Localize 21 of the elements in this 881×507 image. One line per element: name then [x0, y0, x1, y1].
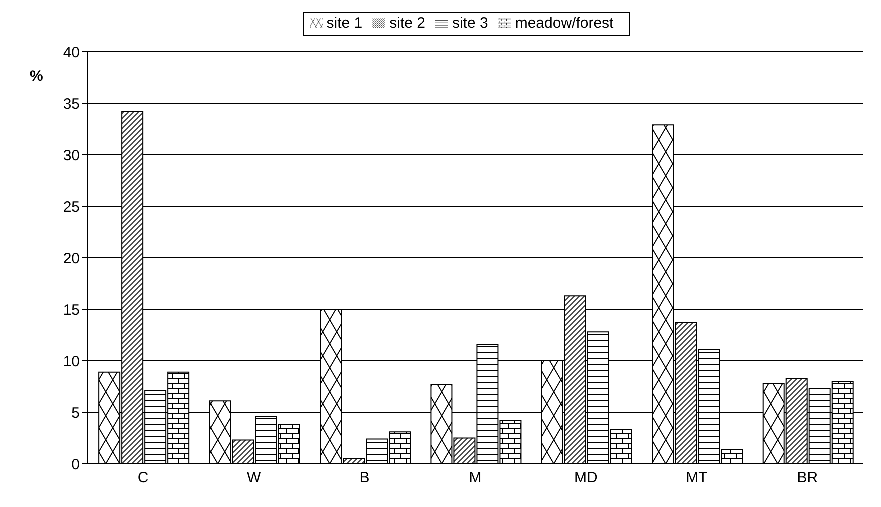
x-tick-label: B [360, 470, 370, 487]
x-tick-label: W [246, 470, 262, 487]
y-axis-title: % [30, 68, 44, 85]
legend-label: meadow/forest [515, 15, 614, 32]
y-tick-label: 5 [72, 404, 80, 422]
y-tick-label: 25 [63, 198, 80, 216]
legend-label: site 2 [390, 15, 426, 32]
y-tick-label: 10 [63, 353, 80, 370]
x-tick-label: MT [686, 470, 708, 487]
x-tick-label: BR [797, 470, 818, 487]
x-tick-label: MD [574, 470, 598, 487]
x-tick-label: M [469, 470, 482, 487]
y-tick-label: 0 [72, 456, 80, 474]
legend-label: site 1 [326, 15, 363, 32]
y-tick-label: 20 [63, 250, 80, 268]
y-tick-label: 35 [63, 96, 80, 113]
x-tick-label: C [138, 470, 149, 487]
y-tick-label: 40 [63, 44, 80, 62]
y-tick-label: 15 [63, 302, 80, 319]
y-tick-label: 30 [63, 147, 80, 164]
legend-label: site 3 [452, 15, 488, 32]
